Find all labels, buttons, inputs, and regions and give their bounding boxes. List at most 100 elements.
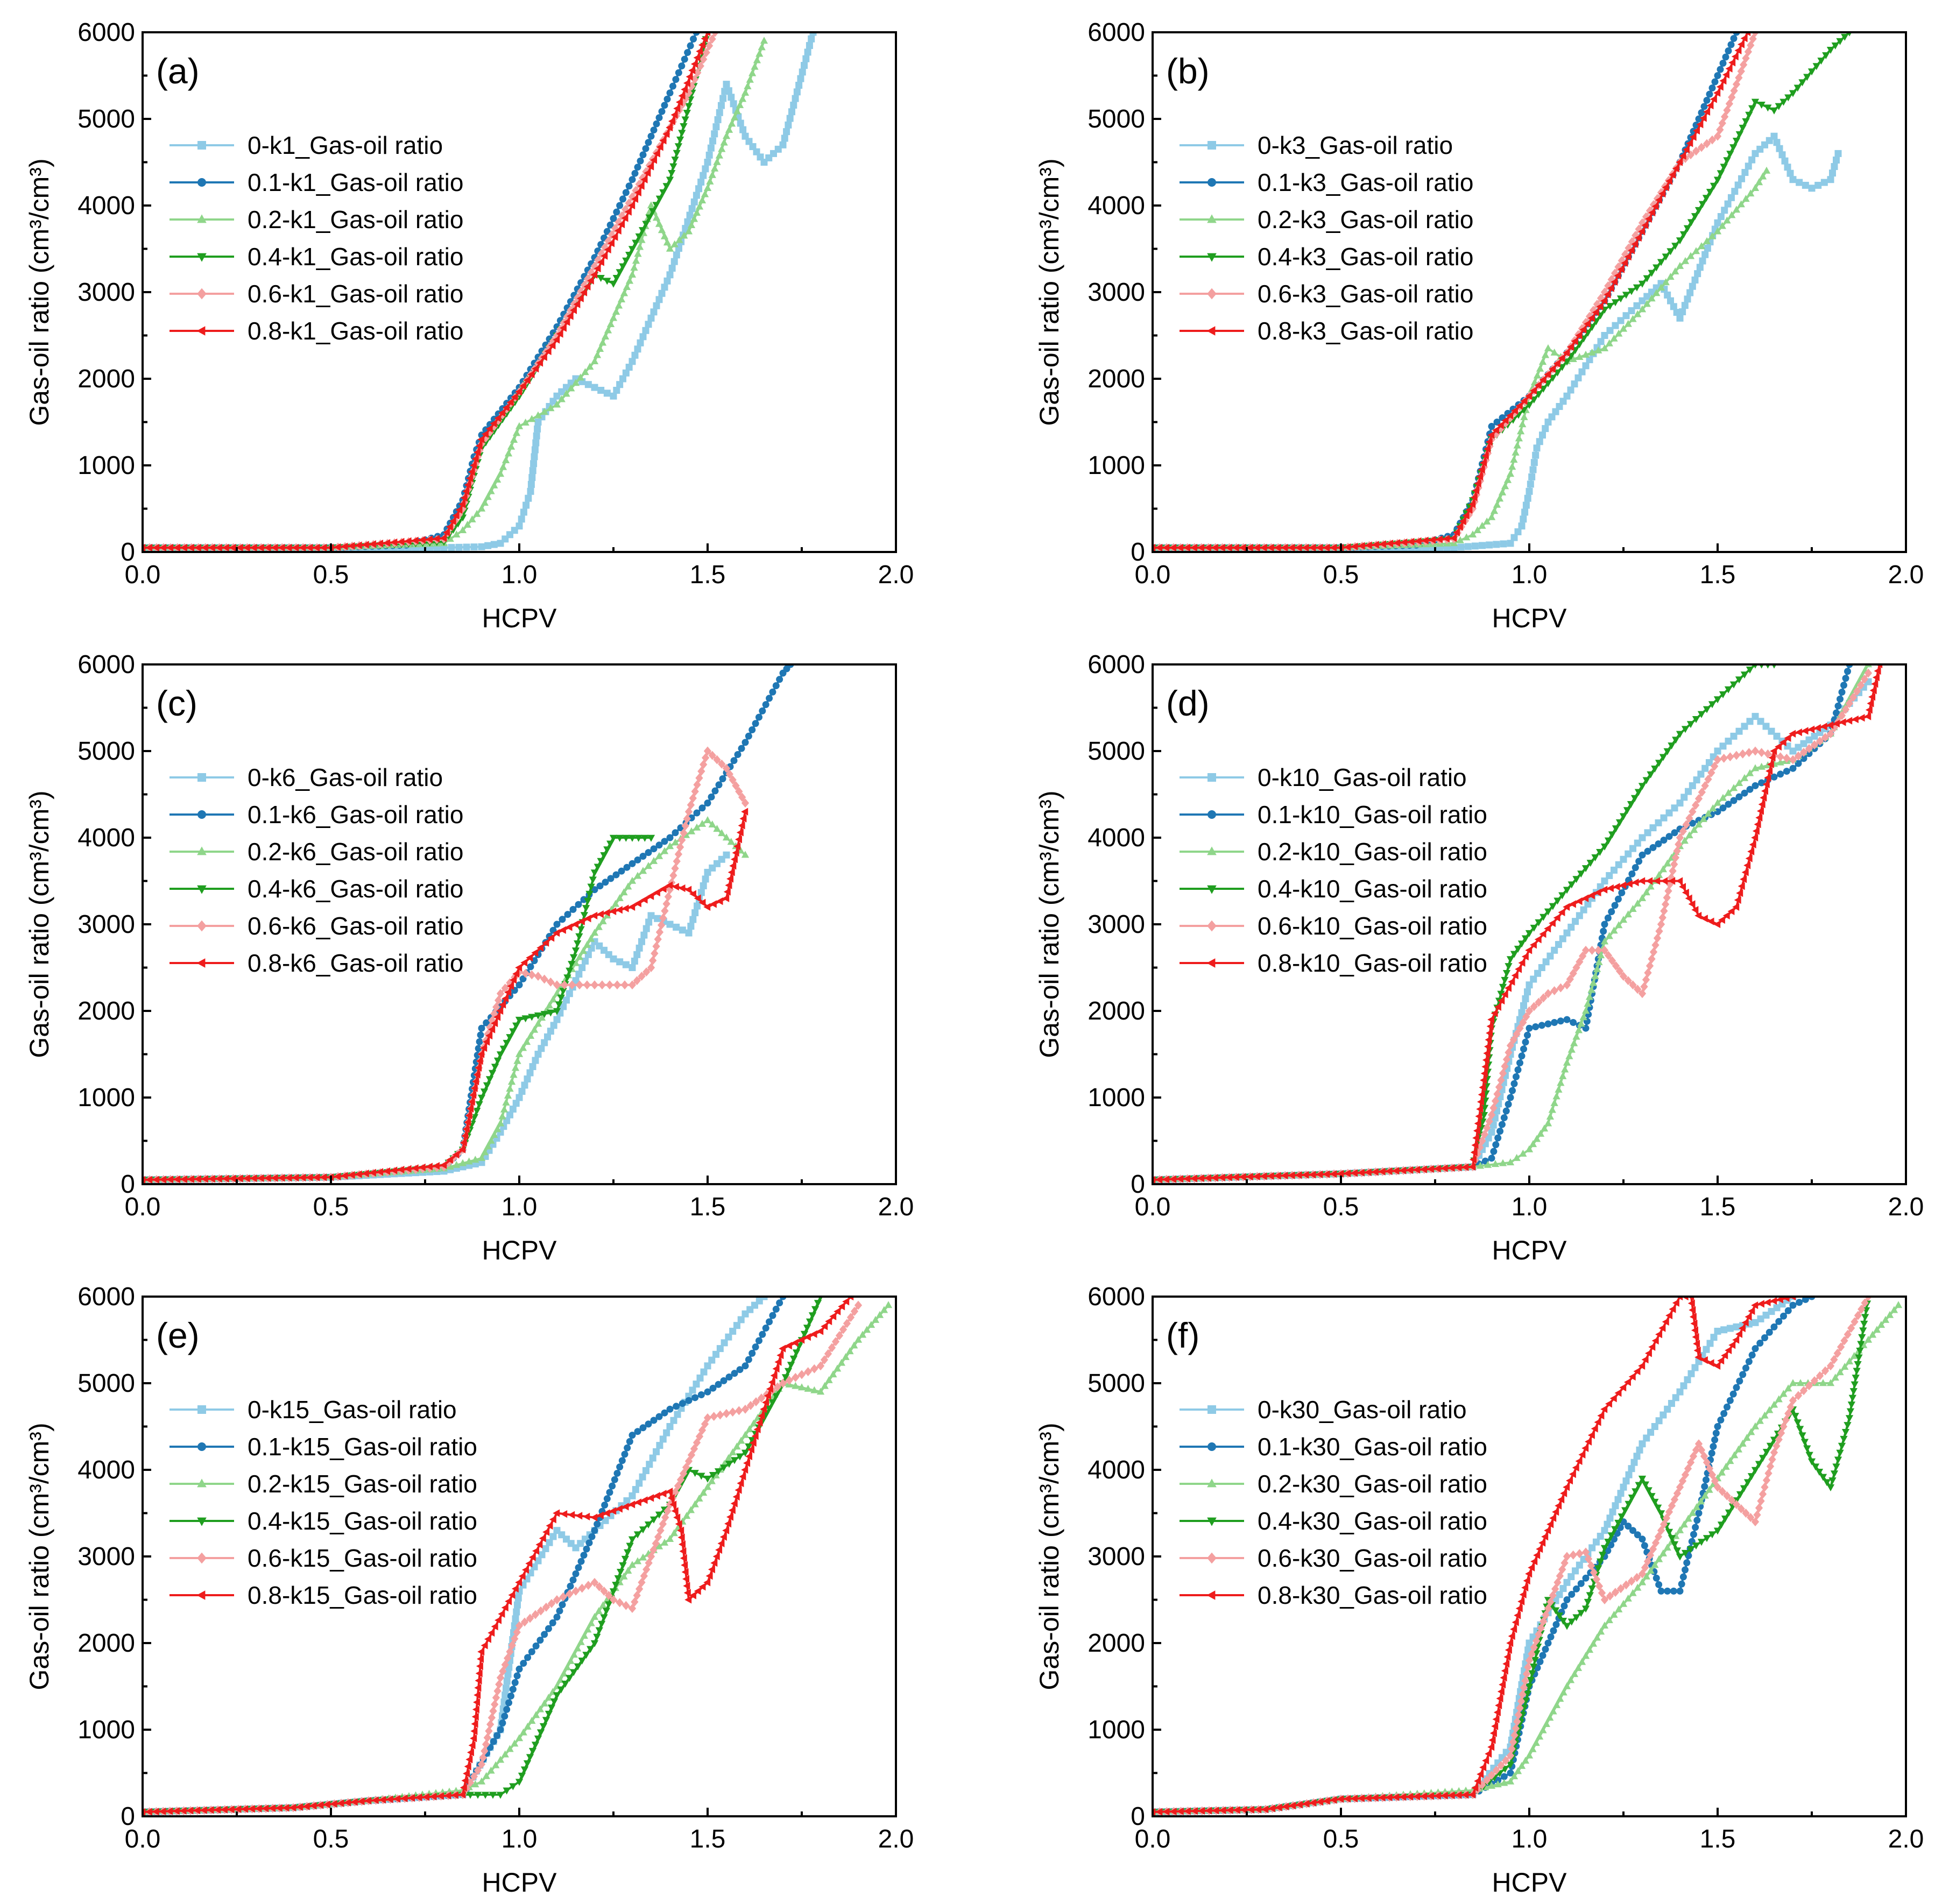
data-point bbox=[1597, 951, 1605, 959]
data-point bbox=[1723, 157, 1731, 165]
data-point bbox=[624, 1567, 632, 1574]
data-point bbox=[1447, 1164, 1455, 1172]
data-point bbox=[1669, 171, 1676, 179]
legend-item: 0.4-k1_Gas-oil ratio bbox=[170, 243, 463, 271]
data-point bbox=[616, 381, 624, 388]
data-point bbox=[215, 1174, 222, 1183]
data-point bbox=[1693, 126, 1700, 135]
legend-marker bbox=[196, 326, 206, 336]
data-point bbox=[1566, 1676, 1575, 1683]
data-point bbox=[1627, 801, 1635, 809]
data-point bbox=[1692, 1503, 1701, 1510]
data-point bbox=[634, 834, 642, 842]
data-point bbox=[683, 79, 690, 87]
data-point bbox=[493, 1686, 502, 1696]
data-point bbox=[1546, 1112, 1555, 1120]
data-point bbox=[709, 900, 717, 908]
data-point bbox=[1701, 251, 1709, 258]
data-point bbox=[1735, 793, 1743, 801]
data-point bbox=[655, 841, 663, 849]
data-point bbox=[1666, 248, 1675, 256]
data-point bbox=[1864, 712, 1872, 720]
data-point bbox=[613, 208, 620, 216]
data-point bbox=[1560, 1065, 1569, 1073]
data-point bbox=[1535, 997, 1543, 1007]
data-point bbox=[580, 1552, 588, 1559]
data-point bbox=[1494, 1134, 1502, 1142]
data-point bbox=[1575, 897, 1583, 905]
data-point bbox=[572, 977, 580, 985]
data-point bbox=[1801, 727, 1809, 735]
data-point bbox=[1330, 543, 1337, 552]
data-point bbox=[1204, 1174, 1211, 1182]
data-point bbox=[1681, 726, 1690, 733]
data-point bbox=[578, 1658, 586, 1665]
data-point bbox=[722, 833, 731, 841]
data-point bbox=[661, 1409, 668, 1417]
data-point bbox=[1556, 1591, 1563, 1598]
data-point bbox=[1662, 183, 1669, 192]
data-point bbox=[768, 1399, 777, 1406]
data-point bbox=[1681, 257, 1690, 264]
data-point bbox=[1685, 813, 1693, 823]
data-point bbox=[762, 1398, 769, 1406]
data-point bbox=[1246, 543, 1253, 552]
data-point bbox=[1509, 1035, 1517, 1045]
data-point bbox=[471, 1780, 479, 1788]
data-point bbox=[1691, 213, 1699, 221]
data-point bbox=[615, 906, 623, 914]
data-point bbox=[1839, 718, 1846, 726]
data-point bbox=[626, 1438, 633, 1445]
data-point bbox=[653, 888, 660, 897]
data-point bbox=[600, 1614, 608, 1622]
data-point bbox=[828, 1343, 836, 1353]
data-point bbox=[1516, 1023, 1524, 1033]
data-point bbox=[1521, 935, 1530, 943]
data-point bbox=[673, 923, 680, 931]
data-point bbox=[1581, 894, 1589, 902]
data-point bbox=[547, 1028, 554, 1035]
data-point bbox=[1505, 1101, 1512, 1108]
data-point bbox=[1648, 270, 1656, 277]
data-point bbox=[752, 1397, 760, 1406]
data-point bbox=[632, 1486, 639, 1494]
data-point bbox=[571, 947, 580, 955]
data-point bbox=[1529, 386, 1537, 395]
data-point bbox=[503, 1677, 511, 1685]
data-point bbox=[411, 536, 419, 544]
data-point bbox=[571, 959, 580, 966]
data-point bbox=[701, 190, 709, 197]
data-point bbox=[591, 1527, 598, 1534]
data-point bbox=[152, 1176, 160, 1184]
data-point bbox=[1487, 513, 1496, 520]
data-point bbox=[484, 542, 492, 549]
data-point bbox=[1580, 906, 1587, 914]
data-point bbox=[1309, 1171, 1316, 1179]
data-point bbox=[1724, 686, 1733, 693]
data-point bbox=[1480, 1129, 1489, 1139]
legend-label: 0-k10_Gas-oil ratio bbox=[1258, 763, 1467, 791]
data-point bbox=[831, 1337, 840, 1347]
data-point bbox=[1726, 1397, 1734, 1404]
data-point bbox=[1655, 870, 1663, 878]
data-point bbox=[1614, 1496, 1622, 1503]
data-point bbox=[1655, 926, 1663, 936]
data-point bbox=[1288, 543, 1295, 552]
y-tick-label: 2000 bbox=[1087, 365, 1145, 393]
data-point bbox=[642, 327, 649, 334]
data-point bbox=[760, 1405, 767, 1413]
data-point bbox=[1740, 34, 1748, 43]
data-point bbox=[1704, 244, 1711, 252]
data-point bbox=[693, 809, 701, 817]
data-point bbox=[1689, 807, 1697, 817]
data-point bbox=[650, 308, 658, 316]
data-point bbox=[540, 407, 548, 415]
data-point bbox=[1611, 268, 1619, 278]
data-point bbox=[690, 198, 698, 206]
data-point bbox=[681, 1568, 689, 1576]
data-point bbox=[675, 69, 682, 76]
data-point bbox=[704, 1362, 711, 1370]
data-point bbox=[484, 1142, 492, 1150]
data-point bbox=[1649, 824, 1657, 832]
data-point bbox=[820, 1355, 829, 1364]
